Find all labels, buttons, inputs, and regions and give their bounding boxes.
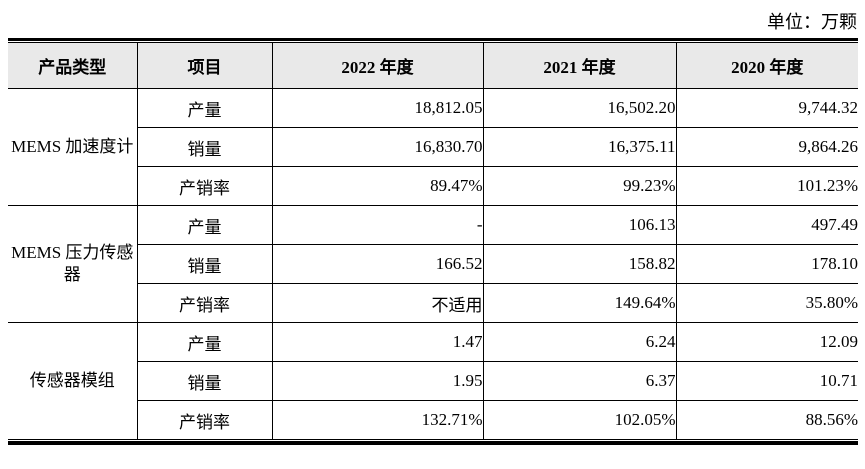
item-cell: 销量	[136, 244, 273, 284]
value-cell: 6.24	[482, 322, 677, 362]
table-row: 产销率 89.47% 99.23% 101.23%	[8, 166, 858, 206]
item-cell: 产量	[136, 88, 273, 128]
item-cell: 产销率	[136, 283, 273, 323]
value-cell: 18,812.05	[271, 88, 484, 128]
table-row: 传感器模组 产量 1.47 6.24 12.09	[8, 322, 858, 440]
table-row: 销量 16,830.70 16,375.11 9,864.26	[8, 127, 858, 167]
value-cell: 1.95	[271, 361, 484, 401]
table-row: 产销率 132.71% 102.05% 88.56%	[8, 400, 858, 440]
value-cell: 149.64%	[482, 283, 677, 323]
table-row: MEMS 压力传感器 产量 - 106.13 497.49	[8, 205, 858, 323]
value-cell: 89.47%	[271, 166, 484, 206]
value-cell: 10.71	[675, 361, 858, 401]
value-cell: 99.23%	[482, 166, 677, 206]
col-header-item: 项目	[136, 42, 273, 89]
item-cell: 产量	[136, 322, 273, 362]
value-cell: 497.49	[675, 205, 858, 245]
unit-note: 单位：万颗	[767, 12, 857, 32]
value-cell: 35.80%	[675, 283, 858, 323]
col-header-2020: 2020 年度	[675, 42, 858, 89]
value-cell: 102.05%	[482, 400, 677, 440]
production-sales-table: 产品类型 项目 2022 年度 2021 年度 2020 年度 MEMS 加速度…	[8, 42, 858, 440]
production-sales-table-wrap: 产品类型 项目 2022 年度 2021 年度 2020 年度 MEMS 加速度…	[8, 38, 858, 445]
value-cell: 166.52	[271, 244, 484, 284]
value-cell: 158.82	[482, 244, 677, 284]
item-cell: 销量	[136, 127, 273, 167]
header-row: 产品类型 项目 2022 年度 2021 年度 2020 年度	[8, 42, 858, 89]
item-cell: 产量	[136, 205, 273, 245]
value-cell: 178.10	[675, 244, 858, 284]
value-cell: 106.13	[482, 205, 677, 245]
product-type-cell: MEMS 压力传感器	[8, 205, 138, 323]
col-header-product-type: 产品类型	[8, 42, 138, 89]
value-cell: 16,502.20	[482, 88, 677, 128]
value-cell: 101.23%	[675, 166, 858, 206]
value-cell: 不适用	[271, 283, 484, 323]
value-cell: 1.47	[271, 322, 484, 362]
value-cell: -	[271, 205, 484, 245]
col-header-2022: 2022 年度	[271, 42, 484, 89]
value-cell: 16,830.70	[271, 127, 484, 167]
col-header-2021: 2021 年度	[482, 42, 677, 89]
value-cell: 6.37	[482, 361, 677, 401]
item-cell: 产销率	[136, 400, 273, 440]
table-row: MEMS 加速度计 产量 18,812.05 16,502.20 9,744.3…	[8, 88, 858, 206]
item-cell: 销量	[136, 361, 273, 401]
table-row: 销量 1.95 6.37 10.71	[8, 361, 858, 401]
value-cell: 132.71%	[271, 400, 484, 440]
value-cell: 9,744.32	[675, 88, 858, 128]
value-cell: 9,864.26	[675, 127, 858, 167]
table-row: 销量 166.52 158.82 178.10	[8, 244, 858, 284]
product-type-cell: 传感器模组	[8, 322, 138, 440]
value-cell: 16,375.11	[482, 127, 677, 167]
value-cell: 12.09	[675, 322, 858, 362]
item-cell: 产销率	[136, 166, 273, 206]
product-type-cell: MEMS 加速度计	[8, 88, 138, 206]
value-cell: 88.56%	[675, 400, 858, 440]
table-row: 产销率 不适用 149.64% 35.80%	[8, 283, 858, 323]
